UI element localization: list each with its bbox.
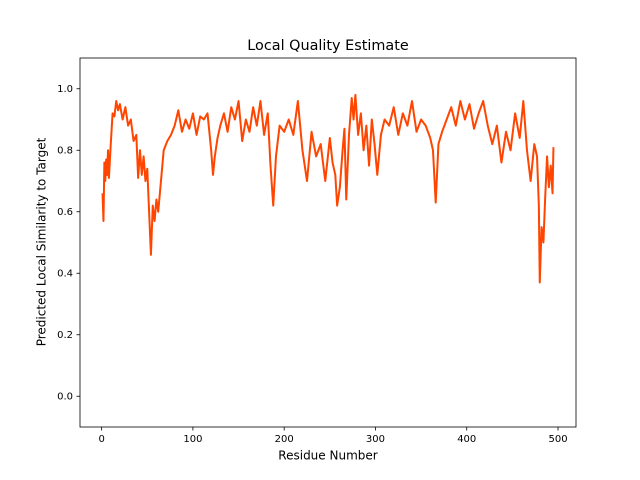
y-tick-label: 0.6	[57, 207, 73, 218]
x-tick-label: 300	[366, 434, 385, 445]
x-axis-label: Residue Number	[278, 449, 377, 463]
x-tick-label: 400	[457, 434, 476, 445]
x-tick-label: 0	[98, 434, 104, 445]
x-tick-label: 200	[275, 434, 294, 445]
y-tick-label: 0.4	[57, 268, 73, 279]
y-tick-label: 0.0	[57, 391, 73, 402]
plot-frame	[79, 57, 577, 428]
line-series	[101, 93, 555, 284]
x-tick-label: 500	[548, 434, 567, 445]
chart-title: Local Quality Estimate	[247, 38, 409, 54]
y-tick-label: 0.8	[57, 145, 73, 156]
y-tick-label: 1.0	[57, 84, 73, 95]
x-tick-label: 100	[183, 434, 202, 445]
y-axis-label: Predicted Local Similarity to Target	[35, 137, 49, 346]
y-tick-label: 0.2	[57, 330, 73, 341]
